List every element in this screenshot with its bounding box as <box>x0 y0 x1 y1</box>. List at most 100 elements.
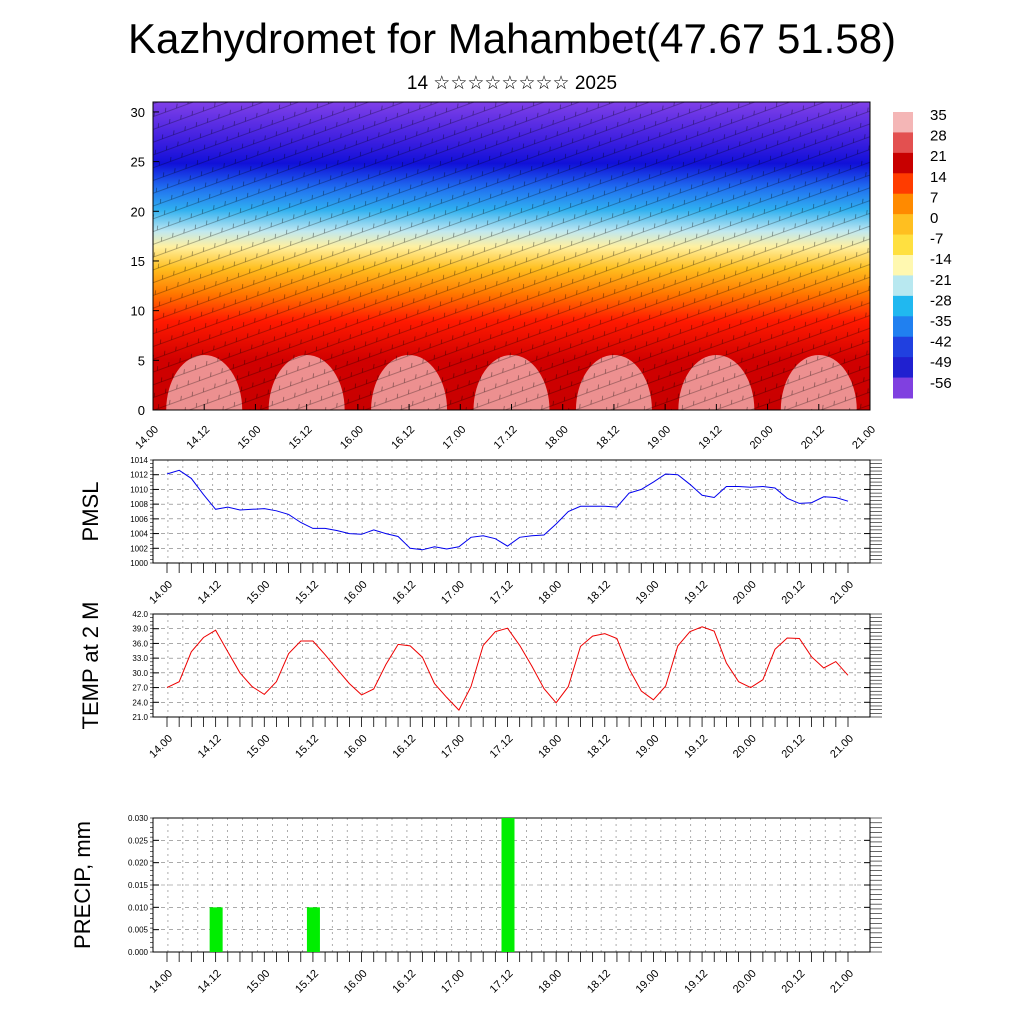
ytick-label: 1002 <box>130 544 148 553</box>
heatmap-ytick-label: 10 <box>131 304 145 319</box>
xtick-label: 15.12 <box>293 968 321 996</box>
precip-bar <box>209 907 223 952</box>
xtick-label: 17.12 <box>488 968 516 996</box>
heatmap-ytick-label: 20 <box>131 204 145 219</box>
xtick-label: 16.12 <box>390 968 418 996</box>
heatmap-ytick-label: 15 <box>131 254 145 269</box>
ytick-label: 1000 <box>130 559 148 568</box>
heatmap-xtick-label: 19.12 <box>697 424 725 452</box>
heatmap-xtick-label: 21.00 <box>850 424 878 452</box>
heatmap-xtick-label: 16.12 <box>389 424 417 452</box>
ylabel: TEMP at 2 M <box>78 602 103 730</box>
xtick-label: 20.12 <box>780 579 808 607</box>
xtick-label: 19.00 <box>634 733 662 761</box>
heatmap-xtick-label: 16.00 <box>338 424 366 452</box>
heatmap-xtick-label: 17.00 <box>440 424 468 452</box>
xtick-label: 17.00 <box>439 579 467 607</box>
xtick-label: 21.00 <box>828 968 856 996</box>
ylabel: PMSL <box>78 482 103 542</box>
colorbar-label: -56 <box>930 375 952 392</box>
ytick-label: 1008 <box>130 500 148 509</box>
colorbar-segment <box>893 275 913 297</box>
colorbar-label: -35 <box>930 313 952 330</box>
heatmap-xtick-label: 17.12 <box>492 424 520 452</box>
xtick-label: 14.12 <box>196 968 224 996</box>
xtick-label: 20.12 <box>780 968 808 996</box>
xtick-label: 17.00 <box>439 968 467 996</box>
panel-frame <box>152 459 871 564</box>
colorbar-segment <box>893 316 913 338</box>
xtick-label: 15.12 <box>293 579 321 607</box>
colorbar-segment <box>893 214 913 236</box>
precipitation-chart: 0.000 0.005 0.010 0.015 0.020 0.025 0.030 14.00… <box>70 814 882 996</box>
temperature-cross-section: 0 5 10 15 20 25 30 14.00 14.12 15.00 15.12 16.00 16.… <box>131 101 878 452</box>
xtick-label: 15.12 <box>293 733 321 761</box>
colorbar: 35 28 21 14 7 0 -7 -14 -21 -28 -35 -42 -49 -56 <box>893 107 952 399</box>
xtick-label: 14.12 <box>196 733 224 761</box>
ytick-label: 1006 <box>130 515 148 524</box>
colorbar-segment <box>893 152 913 174</box>
xtick-label: 14.00 <box>147 968 175 996</box>
xtick-label: 18.12 <box>585 968 613 996</box>
heatmap-xtick-label: 18.12 <box>594 424 622 452</box>
heatmap-xtick-label: 20.00 <box>748 424 776 452</box>
xtick-label: 18.00 <box>536 579 564 607</box>
heatmap-xtick-label: 15.00 <box>236 424 264 452</box>
temperature-chart: 21.0 24.0 27.0 30.0 33.0 36.0 39.0 42.0 14.00 14.… <box>78 602 882 761</box>
colorbar-segment <box>893 112 913 133</box>
xtick-label: 17.12 <box>488 579 516 607</box>
ytick-label: 21.0 <box>132 713 148 722</box>
xtick-label: 19.00 <box>634 968 662 996</box>
wind-barbs <box>153 102 870 410</box>
ylabel: PRECIP, mm <box>70 821 95 949</box>
xtick-label: 19.12 <box>682 733 710 761</box>
xtick-label: 14.00 <box>147 733 175 761</box>
ytick-label: 36.0 <box>132 639 148 648</box>
colorbar-segment <box>893 255 913 276</box>
xtick-label: 14.00 <box>147 579 175 607</box>
xtick-label: 15.00 <box>244 579 272 607</box>
ytick-label: 0.025 <box>128 836 149 845</box>
panel-frame <box>152 613 871 718</box>
ytick-label: 1004 <box>130 530 148 539</box>
heatmap-ytick-label: 0 <box>138 403 145 418</box>
colorbar-label: 21 <box>930 148 947 165</box>
ytick-label: 1014 <box>130 456 148 465</box>
heatmap-xtick-label: 19.00 <box>645 424 673 452</box>
heatmap-xtick-label: 14.00 <box>133 424 161 452</box>
colorbar-segment <box>893 295 913 317</box>
precip-bar <box>501 818 515 952</box>
xtick-label: 16.00 <box>342 733 370 761</box>
ytick-label: 1010 <box>130 485 148 494</box>
xtick-label: 18.12 <box>585 733 613 761</box>
colorbar-segment <box>893 234 913 256</box>
ytick-label: 0.020 <box>128 859 149 868</box>
xtick-label: 18.00 <box>536 733 564 761</box>
xtick-label: 16.12 <box>390 733 418 761</box>
heatmap-xtick-label: 14.12 <box>184 424 212 452</box>
ytick-label: 30.0 <box>132 669 148 678</box>
heatmap-xtick-label: 15.12 <box>287 424 315 452</box>
colorbar-label: -14 <box>930 251 952 268</box>
ytick-label: 0.015 <box>128 881 149 890</box>
pmsl-chart: 1000 1002 1004 1006 1008 1010 1012 1014 14.00 14.… <box>78 456 882 607</box>
page-subtitle: 14 ☆☆☆☆☆☆☆☆ 2025 <box>406 73 618 94</box>
xtick-label: 16.00 <box>342 579 370 607</box>
heatmap-xtick-label: 18.00 <box>543 424 571 452</box>
colorbar-label: -21 <box>930 272 952 289</box>
colorbar-segment <box>893 173 913 195</box>
colorbar-label: 35 <box>930 107 947 124</box>
colorbar-label: -42 <box>930 334 952 351</box>
heatmap-xtick-label: 20.12 <box>799 424 827 452</box>
ytick-label: 1012 <box>130 471 148 480</box>
xtick-label: 17.12 <box>488 733 516 761</box>
colorbar-segment <box>893 336 913 358</box>
series-line <box>166 626 849 711</box>
xtick-label: 17.00 <box>439 733 467 761</box>
xtick-label: 15.00 <box>244 733 272 761</box>
heatmap-ytick-label: 25 <box>131 155 145 170</box>
xtick-label: 19.12 <box>682 968 710 996</box>
colorbar-segment <box>893 357 913 379</box>
xtick-label: 20.00 <box>731 579 759 607</box>
